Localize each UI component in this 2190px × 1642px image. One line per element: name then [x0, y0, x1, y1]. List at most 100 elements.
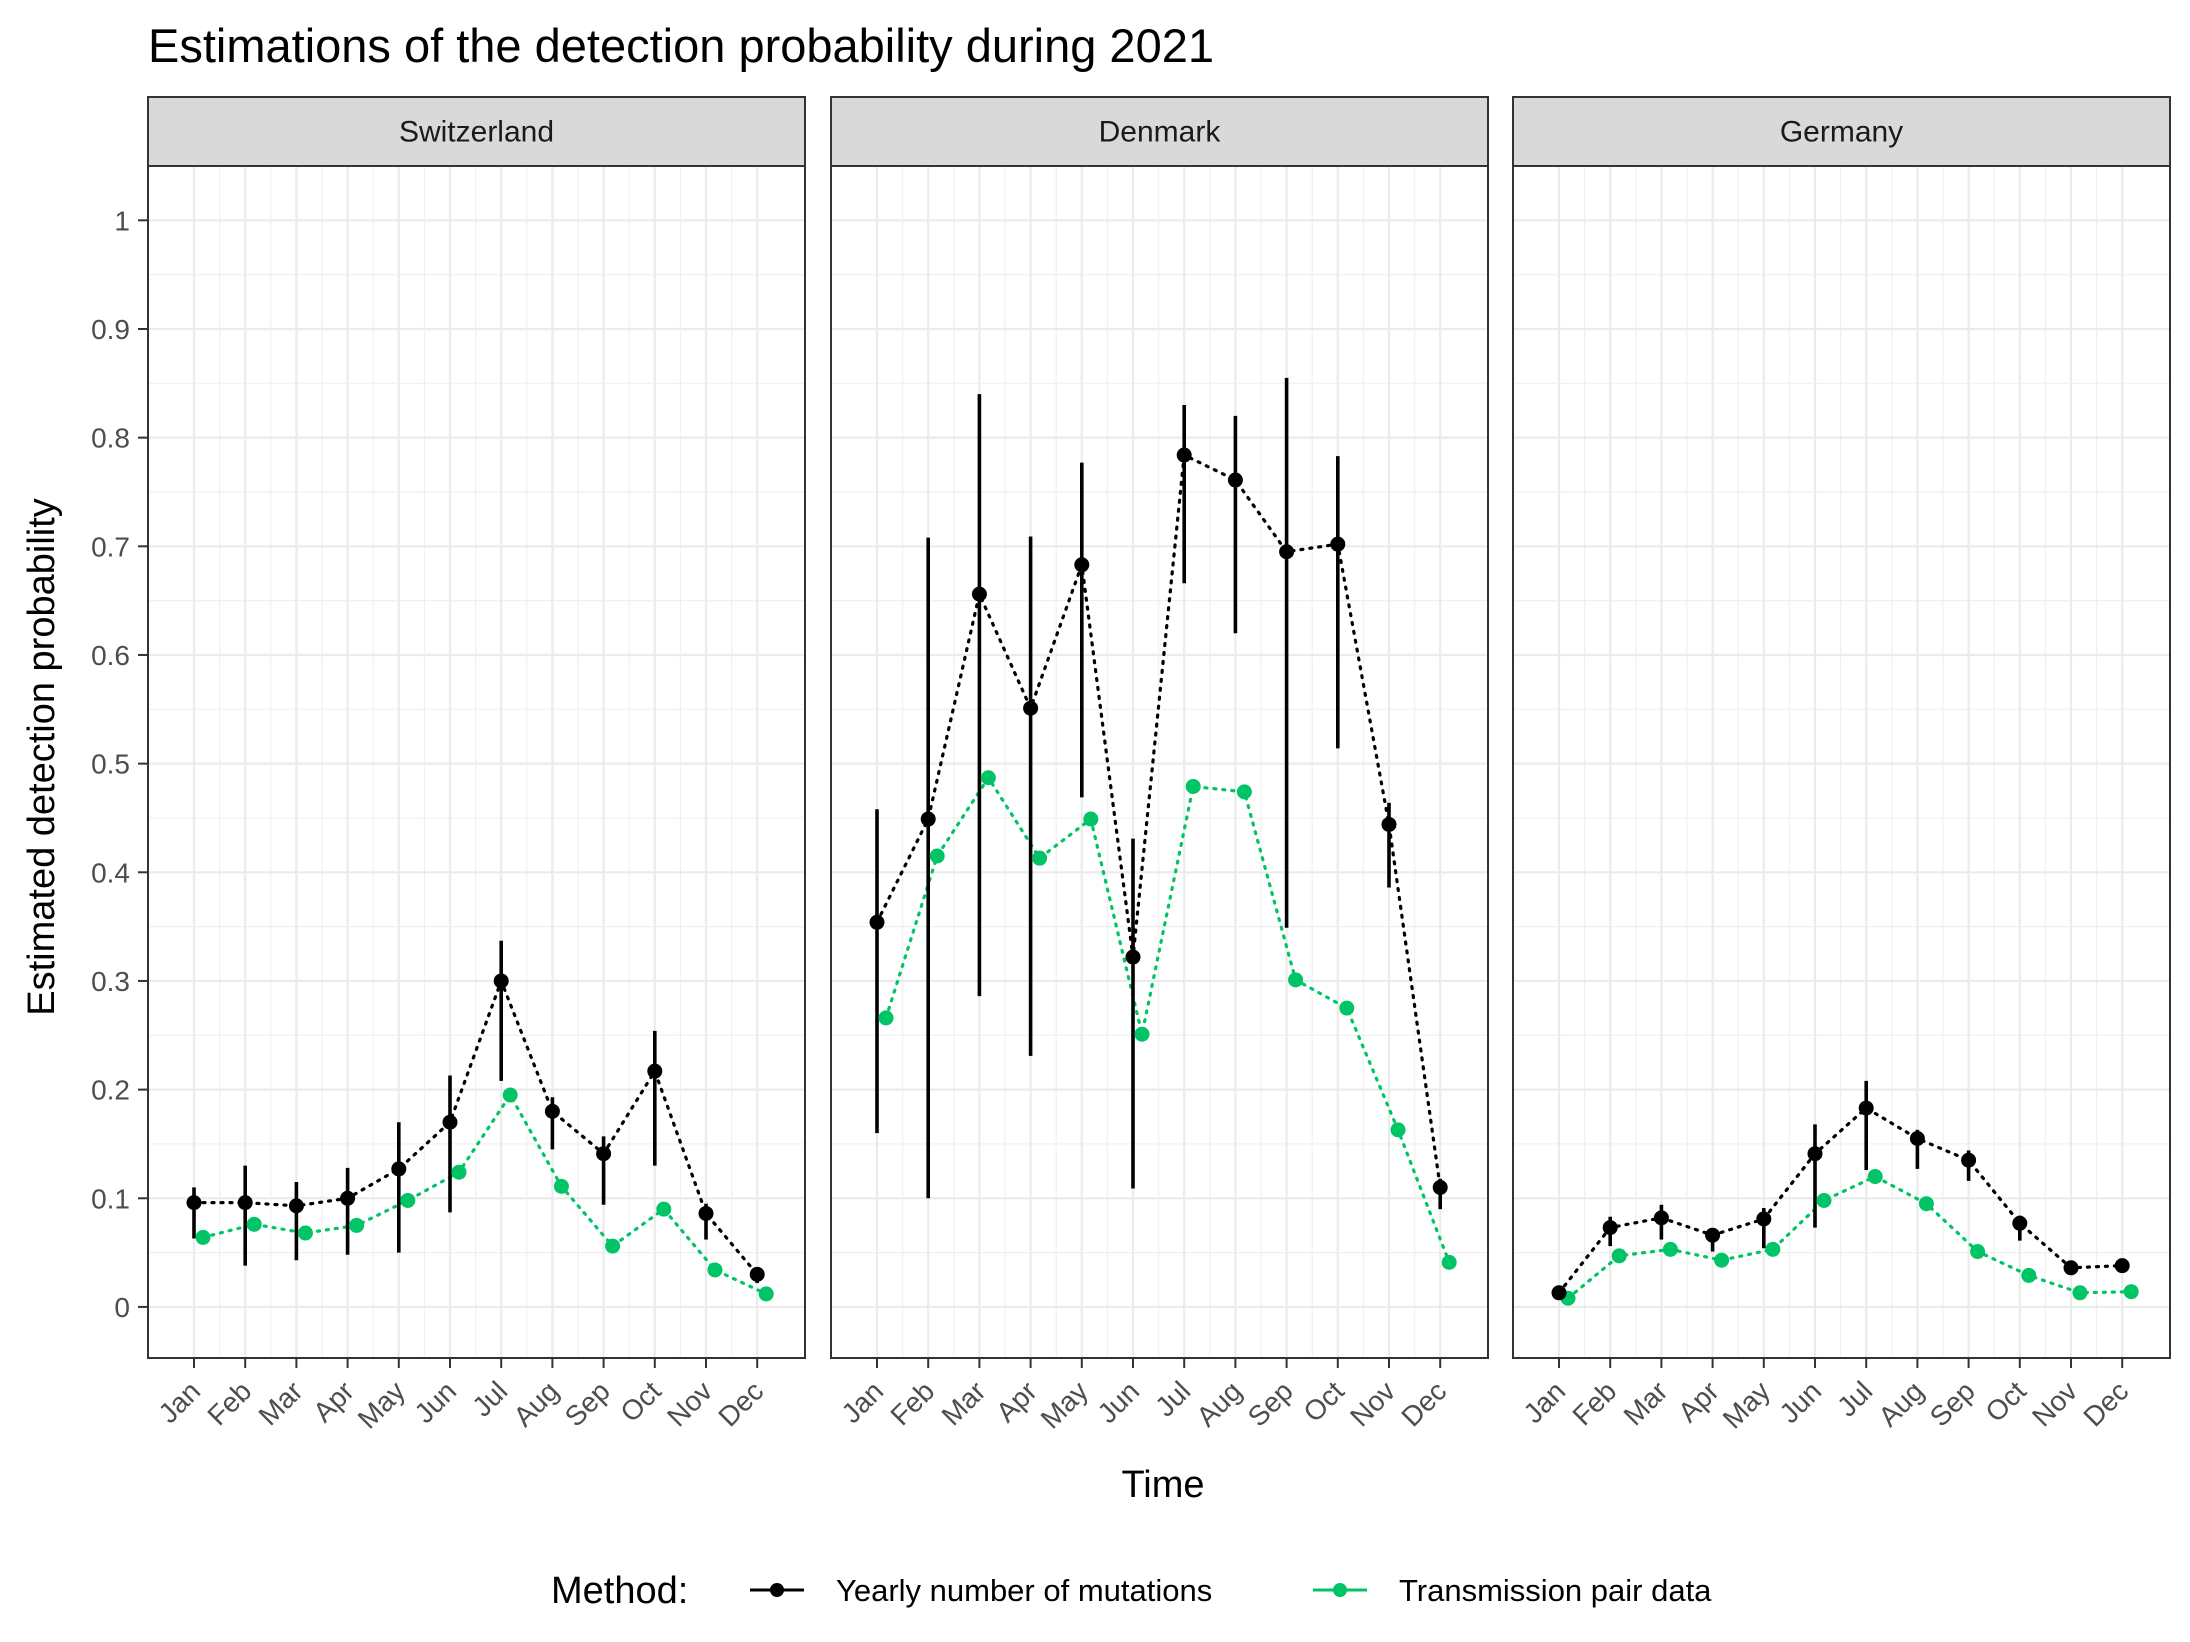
y-tick-label: 0.8 [91, 423, 130, 454]
x-tick-label: Jul [1149, 1375, 1196, 1422]
facet-label: Denmark [1099, 116, 1222, 149]
y-tick-label: 0.3 [91, 966, 130, 997]
x-tick-label: Feb [884, 1375, 940, 1431]
x-tick-label: Jun [408, 1375, 462, 1429]
data-point-transmission [502, 1087, 518, 1103]
data-point-mutations [1653, 1210, 1669, 1226]
x-tick-label: Mar [936, 1375, 992, 1431]
data-point-transmission [553, 1178, 569, 1194]
panel-background [1513, 166, 2170, 1358]
facet-strip [147, 96, 806, 167]
data-point-transmission [1288, 972, 1304, 988]
x-tick-label: Jun [1773, 1375, 1827, 1429]
data-point-mutations [1432, 1179, 1448, 1195]
x-tick-label: Jan [152, 1375, 206, 1429]
data-point-transmission [451, 1164, 467, 1180]
data-point-mutations [1330, 536, 1346, 552]
data-point-mutations [698, 1205, 714, 1221]
data-point-transmission [878, 1010, 894, 1026]
data-point-mutations [1074, 557, 1090, 573]
facet-strip [1512, 96, 2171, 167]
y-tick-label: 1 [114, 205, 130, 236]
data-point-mutations [1705, 1227, 1721, 1243]
data-point-mutations [1602, 1220, 1618, 1236]
data-point-mutations [237, 1195, 253, 1211]
data-point-mutations [1961, 1152, 1977, 1168]
x-tick-label: Jan [835, 1375, 889, 1429]
data-point-mutations [1023, 700, 1039, 716]
data-point-transmission [2072, 1285, 2088, 1301]
series-line-mutations [1557, 1106, 2124, 1295]
x-tick-label: Sep [559, 1375, 616, 1432]
x-tick-label: Jul [466, 1375, 513, 1422]
data-point-transmission [1662, 1241, 1678, 1257]
x-tick-label: May [352, 1375, 411, 1434]
data-point-transmission [980, 770, 996, 786]
x-tick-label: Sep [1242, 1375, 1299, 1432]
legend-label-transmission: Transmission pair data [1399, 1573, 1712, 1608]
x-tick-label: Aug [507, 1375, 564, 1432]
x-axis-title: Time [1121, 1464, 1204, 1506]
data-point-mutations [1176, 447, 1192, 463]
data-point-transmission [297, 1225, 313, 1241]
data-point-mutations [1125, 949, 1141, 965]
legend-title: Method: [551, 1570, 688, 1612]
data-point-transmission [1816, 1192, 1832, 1208]
data-point-mutations [1858, 1100, 1874, 1116]
data-point-mutations [288, 1198, 304, 1214]
data-point-transmission [929, 848, 945, 864]
x-tick-label: Mar [1618, 1375, 1674, 1431]
x-tick-label: Oct [1297, 1375, 1350, 1428]
data-point-transmission [1918, 1196, 1934, 1212]
data-point-transmission [1867, 1169, 1883, 1185]
panel-border [830, 165, 1489, 1359]
facet-strip [830, 96, 1489, 167]
data-point-transmission [2021, 1267, 2037, 1283]
panel-border [1512, 165, 2171, 1359]
series-line-transmission [884, 774, 1451, 1264]
data-point-transmission [1441, 1254, 1457, 1270]
legend-label-mutations: Yearly number of mutations [836, 1573, 1212, 1608]
data-point-mutations [186, 1195, 202, 1211]
data-point-transmission [1083, 811, 1099, 827]
y-axis: 0 0.1 0.2 0.3 0.4 0.5 0.6 0.7 0.8 0.9 1 [91, 205, 148, 1323]
x-tick-label: Nov [1344, 1375, 1401, 1432]
panel-background [148, 166, 805, 1358]
x-tick-label: Oct [614, 1375, 667, 1428]
x-tick-label: Apr [1672, 1375, 1725, 1428]
legend: Method: Yearly number of mutations Trans… [551, 1570, 1712, 1612]
data-point-mutations [869, 914, 885, 930]
data-point-mutations [971, 586, 987, 602]
data-point-transmission [195, 1229, 211, 1245]
y-tick-label: 0.2 [91, 1075, 130, 1106]
x-tick-label: Jun [1091, 1375, 1145, 1429]
data-point-transmission [707, 1262, 723, 1278]
data-point-mutations [1227, 472, 1243, 488]
facet-label: Germany [1780, 116, 1903, 149]
y-tick-label: 0 [114, 1292, 130, 1323]
x-tick-label: Jul [1831, 1375, 1878, 1422]
data-point-transmission [605, 1238, 621, 1254]
chart-title: Estimations of the detection probability… [148, 19, 1214, 72]
x-tick-label: Sep [1924, 1375, 1981, 1432]
data-point-transmission [246, 1216, 262, 1232]
data-point-transmission [1611, 1248, 1627, 1264]
data-point-transmission [1236, 784, 1252, 800]
data-point-mutations [1551, 1285, 1567, 1301]
series-line-transmission [201, 1091, 768, 1296]
data-point-mutations [920, 811, 936, 827]
x-tick-label: Aug [1190, 1375, 1247, 1432]
data-point-mutations [2012, 1215, 2028, 1231]
y-tick-label: 0.7 [91, 531, 130, 562]
panel-border [147, 165, 806, 1359]
x-tick-label: Nov [661, 1375, 718, 1432]
data-point-mutations [1279, 544, 1295, 560]
data-point-mutations [596, 1146, 612, 1162]
data-point-transmission [1032, 850, 1048, 866]
facet-label: Switzerland [399, 116, 554, 149]
